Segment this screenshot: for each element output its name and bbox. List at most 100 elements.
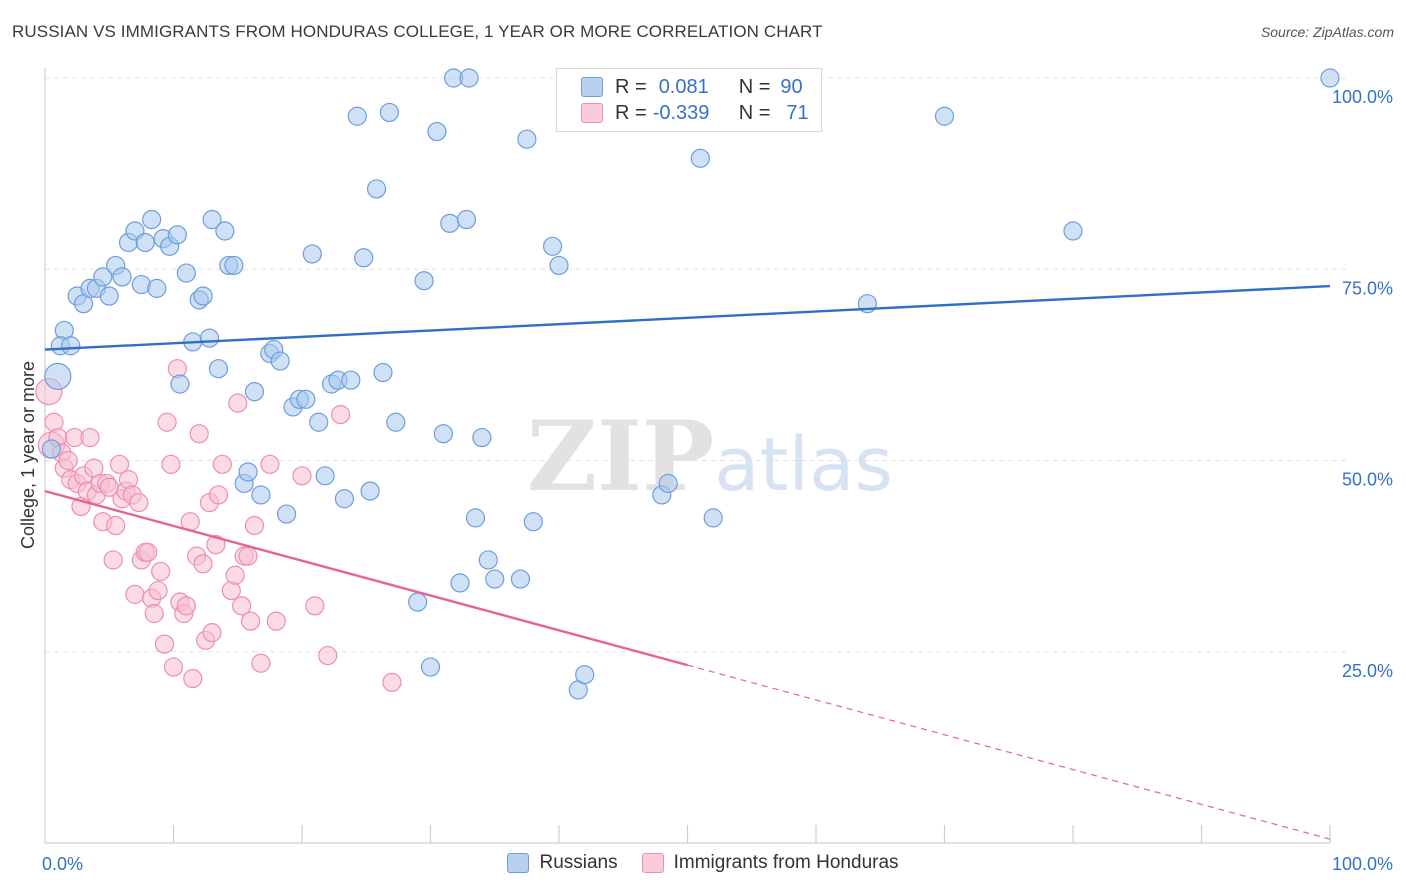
russians-point xyxy=(199,328,220,348)
y-tick-label: 75.0% xyxy=(1342,278,1393,298)
russians-point xyxy=(414,271,434,291)
honduras-point xyxy=(202,623,222,643)
russians-point xyxy=(341,370,361,390)
honduras-point xyxy=(183,668,203,689)
russians-point xyxy=(296,389,316,409)
russians-point xyxy=(1320,68,1340,88)
russians-point xyxy=(1063,221,1083,241)
russians-legend-label: Russians xyxy=(539,852,618,873)
russians-point xyxy=(360,481,380,501)
legend-item-honduras: Immigrants from Honduras xyxy=(641,852,899,874)
honduras-point xyxy=(109,454,130,474)
honduras-point xyxy=(138,542,158,562)
legend-n-value: 90 xyxy=(780,75,803,98)
honduras-point xyxy=(129,492,149,513)
russians-point xyxy=(523,512,543,532)
y-tick-label: 100.0% xyxy=(1332,87,1393,107)
honduras-point xyxy=(163,657,184,677)
honduras-legend-label: Immigrants from Honduras xyxy=(673,852,899,873)
russians-point xyxy=(309,412,329,432)
russians-point xyxy=(238,462,258,482)
russians-point xyxy=(41,439,62,459)
honduras-point xyxy=(305,596,325,616)
honduras-point xyxy=(292,466,312,486)
russians-legend-swatch xyxy=(507,853,530,873)
watermark-zip-text: ZIP xyxy=(527,400,714,513)
russians-point xyxy=(420,657,441,677)
honduras-point xyxy=(330,405,351,425)
data-points xyxy=(35,68,1340,700)
y-tick-label: 25.0% xyxy=(1342,661,1393,681)
trend-lines xyxy=(44,284,1331,840)
legend-r-label: R = xyxy=(615,75,647,98)
honduras-point xyxy=(176,596,196,616)
honduras-point xyxy=(58,450,78,471)
honduras-point xyxy=(189,424,209,444)
russians-point xyxy=(334,489,355,509)
x-tick-label-min: 0.0% xyxy=(42,854,83,874)
russians-point xyxy=(517,129,537,149)
russians-point xyxy=(270,351,290,371)
russians-point xyxy=(575,665,595,685)
legend-item-russians: Russians xyxy=(507,852,618,874)
legend-row-russians: R = 0.081 N = 90 xyxy=(581,75,803,99)
russians-point xyxy=(147,278,167,298)
chart-title: RUSSIAN VS IMMIGRANTS FROM HONDURAS COLL… xyxy=(12,22,823,41)
russians-point xyxy=(176,263,196,283)
honduras-point xyxy=(154,634,175,654)
honduras-point xyxy=(151,561,171,582)
y-tick-label: 50.0% xyxy=(1342,470,1393,490)
honduras-point xyxy=(318,645,338,666)
honduras-point xyxy=(144,603,164,624)
russians-point xyxy=(251,485,271,505)
honduras-trend-line xyxy=(44,489,688,667)
honduras-point xyxy=(212,454,232,474)
russians-point xyxy=(433,424,453,444)
y-axis-label: College, 1 year or more xyxy=(18,361,38,549)
russians-point xyxy=(485,569,505,589)
honduras-point xyxy=(382,672,402,692)
honduras-point xyxy=(103,550,123,570)
russians-point xyxy=(61,336,81,356)
honduras-point xyxy=(106,515,126,536)
legend-r-value: -0.339 xyxy=(652,101,710,124)
watermark-atlas-text: atlas xyxy=(714,422,893,508)
russians-point xyxy=(347,106,367,126)
honduras-point xyxy=(251,653,271,673)
russians-point xyxy=(373,362,393,383)
series-legend: Russians Immigrants from Honduras xyxy=(0,852,1406,874)
russians-point xyxy=(276,504,297,524)
russians-point xyxy=(510,569,531,589)
russians-point xyxy=(315,466,335,486)
honduras-point xyxy=(206,535,226,555)
russians-point xyxy=(703,508,723,528)
honduras-point xyxy=(225,565,245,585)
russians-point xyxy=(93,267,113,287)
honduras-point xyxy=(241,611,261,631)
russians-point xyxy=(459,68,479,88)
russians-point xyxy=(542,236,563,256)
russians-trend-line xyxy=(44,284,1331,351)
russians-point xyxy=(690,148,710,168)
honduras-point xyxy=(161,454,181,474)
russians-point xyxy=(167,225,187,245)
honduras-point xyxy=(157,412,177,432)
russians-point xyxy=(386,412,406,432)
honduras-point xyxy=(193,554,213,574)
chart-source: Source: ZipAtlas.com xyxy=(1260,24,1394,40)
russians-point xyxy=(427,121,447,142)
legend-n-label: N = xyxy=(738,75,771,98)
russians-point xyxy=(658,473,678,494)
legend-n-value: 71 xyxy=(786,101,809,124)
russians-point xyxy=(215,221,235,241)
honduras-point xyxy=(232,596,252,616)
x-tick-label-max: 100.0% xyxy=(1332,854,1393,874)
russians-point xyxy=(112,267,132,287)
russians-point xyxy=(450,573,470,593)
honduras-legend-swatch xyxy=(641,853,664,873)
honduras-point xyxy=(148,580,168,601)
russians-point xyxy=(549,255,569,276)
legend-row-honduras: R = -0.339 N = 71 xyxy=(581,101,809,125)
russians-point xyxy=(142,209,162,230)
